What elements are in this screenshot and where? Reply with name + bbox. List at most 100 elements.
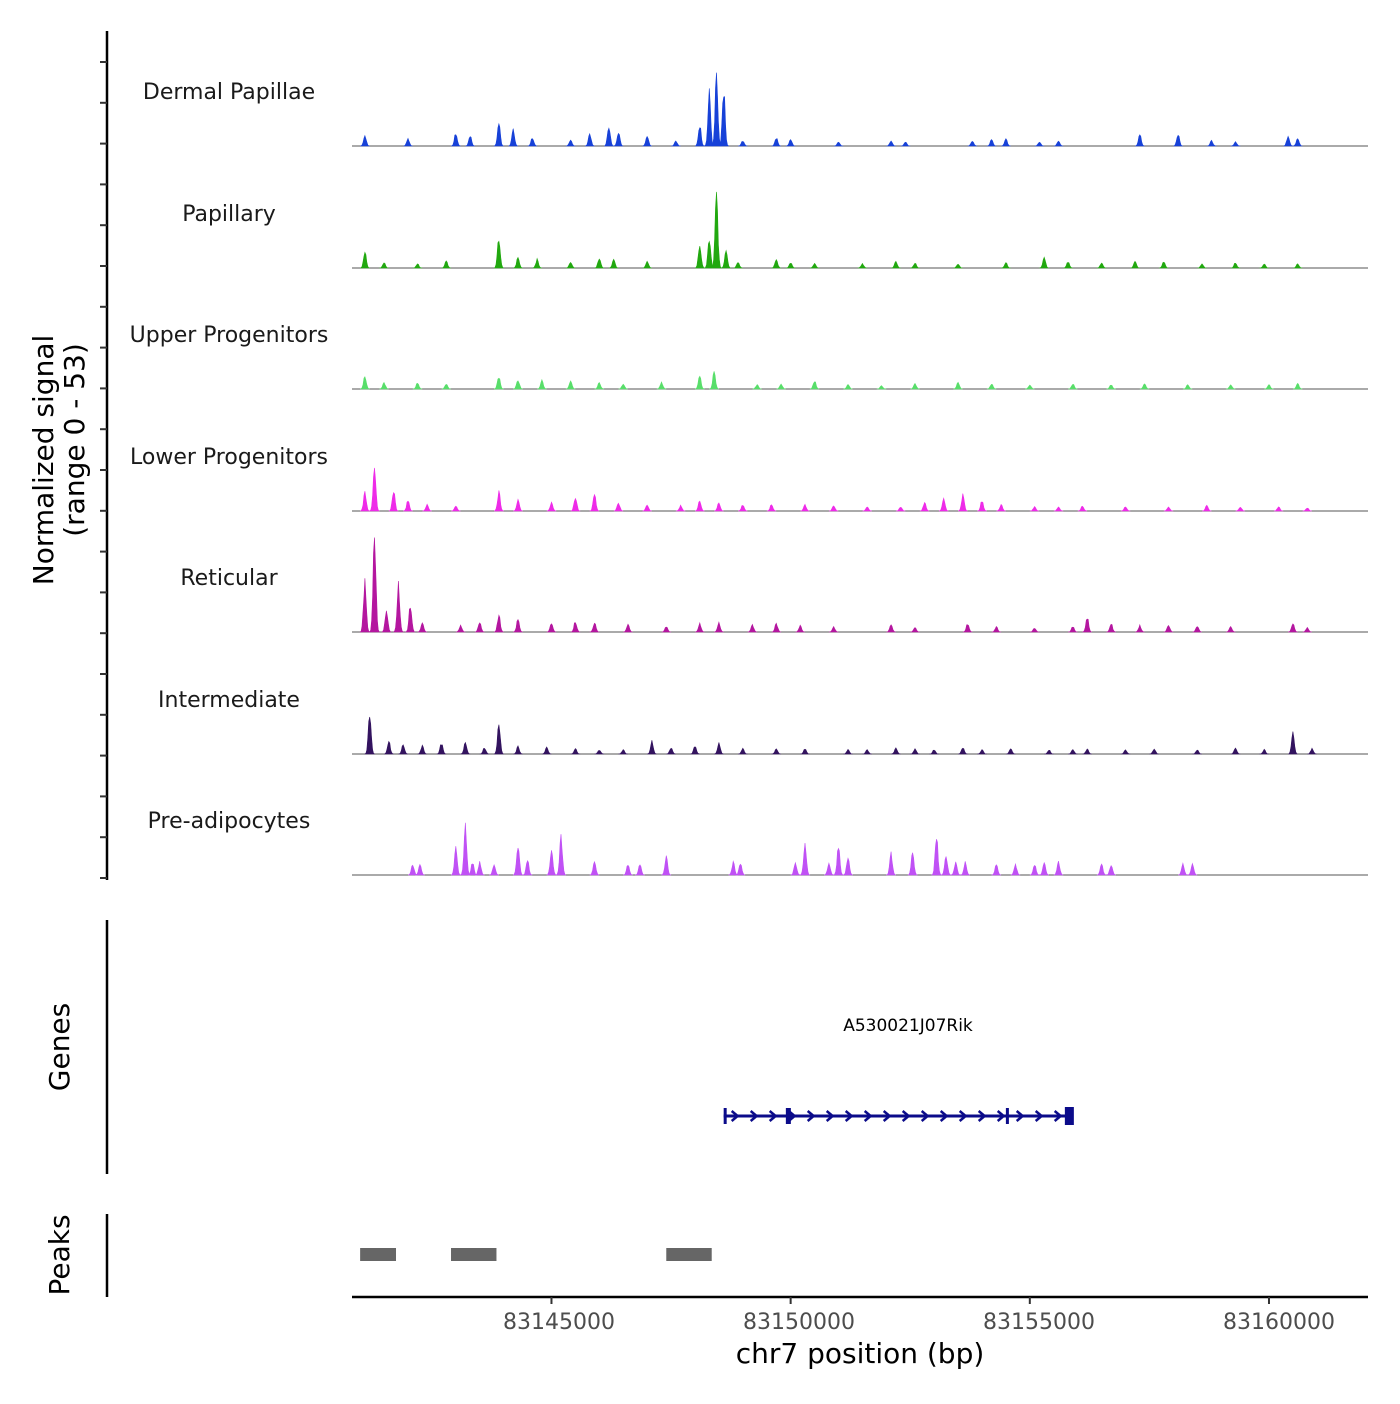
genes-track-title: Genes (43, 1003, 76, 1091)
coverage-peak (465, 136, 475, 147)
coverage-peak (1010, 862, 1021, 876)
coverage-peak (977, 501, 987, 512)
coverage-peak (513, 745, 523, 755)
track-pre-adipocytes (352, 822, 1368, 876)
coverage-peak (737, 141, 748, 147)
coverage-peak (565, 139, 576, 147)
coverage-peak (728, 860, 739, 876)
coverage-peak (360, 134, 370, 147)
coverage-peak (704, 88, 715, 147)
coverage-peak (1039, 256, 1049, 269)
coverage-peak (862, 506, 873, 512)
peak-region (451, 1248, 497, 1261)
coverage-peak (1292, 138, 1303, 147)
gene-layer (723, 1107, 1074, 1125)
coverage-peak (709, 371, 719, 390)
coverage-peak (891, 747, 901, 755)
x-tick-label: 83155000 (983, 1310, 1095, 1335)
strand-arrow (882, 1110, 892, 1122)
coverage-peak (1288, 731, 1298, 755)
coverage-peak (800, 503, 810, 512)
coverage-peak (1120, 506, 1131, 512)
coverage-peak (613, 502, 624, 512)
coverage-peak (711, 191, 722, 269)
coverage-peak (494, 490, 504, 512)
coverage-peak (958, 493, 968, 512)
coverage-peak (635, 864, 645, 876)
gene-exon (723, 1108, 727, 1124)
coverage-peak (1053, 506, 1064, 512)
coverage-peak (1192, 626, 1203, 633)
coverage-peak (862, 749, 873, 755)
coverage-peak (910, 382, 920, 390)
coverage-peak (886, 851, 896, 876)
coverage-peak (1173, 134, 1183, 147)
coverage-peak (1197, 263, 1207, 269)
coverage-peak (570, 497, 581, 512)
coverage-peak (694, 500, 705, 512)
coverage-peak (604, 127, 614, 147)
strand-arrow (901, 1110, 911, 1122)
coverage-peak (938, 497, 949, 512)
coverage-peak (493, 240, 504, 269)
coverage-peak (565, 262, 576, 269)
coverage-peak (991, 625, 1002, 633)
coverage-peak (383, 740, 394, 755)
coverage-peak (589, 493, 600, 512)
coverage-peak (910, 748, 920, 755)
coverage-peak (441, 384, 452, 390)
coverage-peak (460, 822, 471, 876)
coverage-peak (570, 748, 581, 755)
coverage-peak (843, 384, 853, 390)
coverage-peak (1230, 747, 1241, 755)
coverage-peak (991, 864, 1002, 876)
coverage-peak (1225, 625, 1236, 633)
coverage-peak (360, 491, 370, 512)
coverage-peak (1029, 628, 1040, 633)
coverage-peak (623, 864, 633, 876)
coverage-peak (474, 622, 485, 633)
coverage-peak (790, 861, 801, 876)
coverage-peak (661, 626, 672, 633)
gene-exon (785, 1108, 791, 1124)
coverage-peak (876, 385, 887, 390)
coverage-peak (737, 505, 748, 512)
coverage-peak (785, 139, 796, 147)
coverage-peak (1230, 262, 1241, 269)
coverage-peak (556, 834, 567, 876)
coverage-peak (721, 249, 731, 269)
coverage-peak (919, 501, 930, 512)
coverage-peak (986, 139, 997, 147)
coverage-peak (752, 384, 762, 390)
coverage-peak (618, 749, 629, 755)
coverage-peak (1077, 505, 1088, 512)
coverage-peak (455, 624, 466, 633)
coverage-peak (718, 96, 729, 147)
coverage-peak (809, 262, 820, 269)
coverage-peak (474, 861, 485, 876)
coverage-peak (1063, 262, 1073, 269)
coverage-peak (1235, 506, 1246, 512)
coverage-peak (714, 502, 724, 512)
gene-name-label: A530021J07Rik (843, 1016, 973, 1036)
coverage-peak (436, 744, 447, 755)
track-label: Intermediate (158, 688, 300, 713)
coverage-peak (565, 380, 576, 390)
coverage-peak (398, 744, 409, 755)
coverage-peak (494, 377, 504, 390)
coverage-peak (1163, 624, 1174, 633)
coverage-peak (735, 863, 746, 876)
coverage-peak (369, 537, 380, 633)
coverage-peak (546, 850, 557, 876)
coverage-peak (1106, 865, 1116, 876)
coverage-peak (1292, 263, 1303, 269)
coverage-peak (1178, 862, 1188, 876)
peak-region (360, 1248, 397, 1261)
coverage-peak (771, 259, 782, 269)
coverage-peak (1302, 507, 1313, 512)
coverage-peak (799, 842, 811, 876)
coverage-peak (393, 580, 404, 633)
coverage-peak (513, 380, 523, 390)
coverage-peak (986, 383, 997, 390)
track-label: Lower Progenitors (130, 445, 328, 470)
